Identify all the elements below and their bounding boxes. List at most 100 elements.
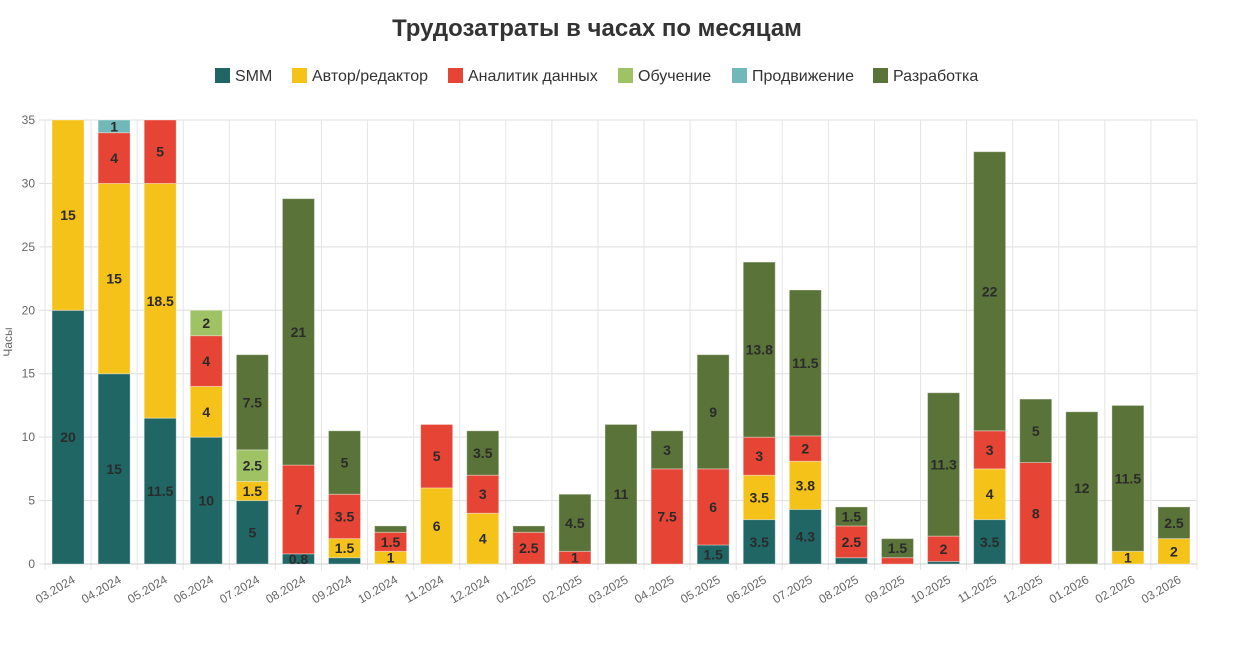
data-label: 4 <box>986 486 994 502</box>
x-tick-label: 05.2025 <box>678 572 723 606</box>
bar-segment[interactable] <box>235 354 269 451</box>
bar-segment[interactable] <box>97 132 131 184</box>
bar-segment[interactable] <box>880 538 914 559</box>
data-label: 18.5 <box>147 293 174 309</box>
data-label: 3 <box>755 448 763 464</box>
bar-segment[interactable] <box>834 506 868 527</box>
bar-segment[interactable] <box>51 119 85 311</box>
bar-segment[interactable] <box>328 430 362 495</box>
bar-segment[interactable] <box>927 392 961 537</box>
bar-segment[interactable] <box>189 335 223 387</box>
bar-segment[interactable] <box>650 468 684 565</box>
data-label: 5 <box>433 448 441 464</box>
data-label: 5 <box>248 524 256 540</box>
bar-segment[interactable] <box>973 151 1007 432</box>
legend-swatch <box>618 68 633 83</box>
bar-segment[interactable] <box>1019 398 1053 464</box>
data-label: 1.5 <box>888 540 908 556</box>
data-label: 3.5 <box>750 534 770 550</box>
bar-segment[interactable] <box>374 525 408 533</box>
bar-segment[interactable] <box>189 436 223 565</box>
data-label: 3.5 <box>335 508 355 524</box>
bar-segment[interactable] <box>1019 462 1053 565</box>
y-tick-label: 20 <box>22 303 36 317</box>
bar-segment[interactable] <box>742 519 776 565</box>
x-tick-label: 09.2024 <box>309 572 354 606</box>
legend-label[interactable]: SMM <box>235 68 272 85</box>
bar-segment[interactable] <box>788 289 822 437</box>
bar-segment[interactable] <box>696 468 730 546</box>
bar-segment[interactable] <box>420 423 454 489</box>
bar-segment[interactable] <box>97 119 131 134</box>
bar-segment[interactable] <box>788 460 822 510</box>
data-label: 6 <box>433 518 441 534</box>
data-label: 0.8 <box>289 551 309 567</box>
data-label: 1.5 <box>703 546 723 562</box>
bar-segment[interactable] <box>1111 404 1145 552</box>
bar-segment[interactable] <box>328 493 362 540</box>
bar-segment[interactable] <box>788 508 822 565</box>
bar-segment[interactable] <box>1157 506 1191 540</box>
bar-segment[interactable] <box>512 531 546 565</box>
bar-segment[interactable] <box>558 493 592 552</box>
bar-segment[interactable] <box>1065 411 1099 565</box>
data-label: 3 <box>479 486 487 502</box>
bar-segment[interactable] <box>143 182 177 419</box>
legend-swatch <box>873 68 888 83</box>
data-label: 15 <box>60 207 76 223</box>
bar-segment[interactable] <box>143 417 177 565</box>
bar-segment[interactable] <box>189 385 223 438</box>
data-label: 2 <box>940 541 948 557</box>
bar-segment[interactable] <box>880 557 914 565</box>
bar-segment[interactable] <box>281 464 315 555</box>
x-tick-label: 05.2024 <box>125 572 170 606</box>
bar-segment[interactable] <box>466 512 500 565</box>
bar-segment[interactable] <box>143 119 177 184</box>
bar-segment[interactable] <box>281 198 315 466</box>
legend-label[interactable]: Автор/редактор <box>312 68 428 85</box>
bar-segment[interactable] <box>742 474 776 521</box>
data-label: 3.5 <box>750 489 770 505</box>
bar-segment[interactable] <box>97 182 131 375</box>
bar-segment[interactable] <box>235 500 269 565</box>
x-tick-label: 04.2024 <box>79 572 124 606</box>
bar-segment[interactable] <box>742 261 776 438</box>
bar-segment[interactable] <box>973 468 1007 521</box>
data-label: 11.5 <box>147 483 174 499</box>
data-label: 5 <box>156 144 164 160</box>
bar-segment[interactable] <box>466 474 500 514</box>
legend-label[interactable]: Обучение <box>638 68 711 85</box>
bar-segment[interactable] <box>834 557 868 565</box>
bar-segment[interactable] <box>189 309 223 337</box>
chart-title: Трудозатраты в часах по месяцам <box>392 15 802 42</box>
legend-label[interactable]: Продвижение <box>752 68 854 85</box>
bar-segment[interactable] <box>51 309 85 565</box>
x-tick-label: 06.2025 <box>724 572 769 606</box>
legend-label[interactable]: Разработка <box>893 68 978 85</box>
y-tick-label: 30 <box>22 176 36 190</box>
bar-segment[interactable] <box>973 430 1007 470</box>
bar-segment[interactable] <box>696 354 730 470</box>
data-label: 1 <box>571 550 579 566</box>
bar-segment[interactable] <box>97 373 131 565</box>
bar-segment[interactable] <box>742 436 776 476</box>
y-tick-label: 35 <box>22 113 36 127</box>
bar-segment[interactable] <box>834 525 868 559</box>
data-label: 11.3 <box>930 456 957 472</box>
bar-segment[interactable] <box>973 519 1007 565</box>
x-tick-label: 10.2024 <box>356 572 401 606</box>
bar-segment[interactable] <box>1157 538 1191 565</box>
bar-segment[interactable] <box>650 430 684 470</box>
bar-segment[interactable] <box>328 557 362 565</box>
data-label: 1.5 <box>243 483 263 499</box>
legend-label[interactable]: Аналитик данных <box>468 68 598 85</box>
data-label: 9 <box>709 404 717 420</box>
bar-segment[interactable] <box>604 423 638 565</box>
bar-segment[interactable] <box>466 430 500 476</box>
data-label: 4 <box>202 404 210 420</box>
data-label: 1 <box>110 118 118 134</box>
bar-segment[interactable] <box>235 449 269 483</box>
bar-segment[interactable] <box>512 525 546 533</box>
x-tick-label: 02.2026 <box>1093 572 1138 606</box>
